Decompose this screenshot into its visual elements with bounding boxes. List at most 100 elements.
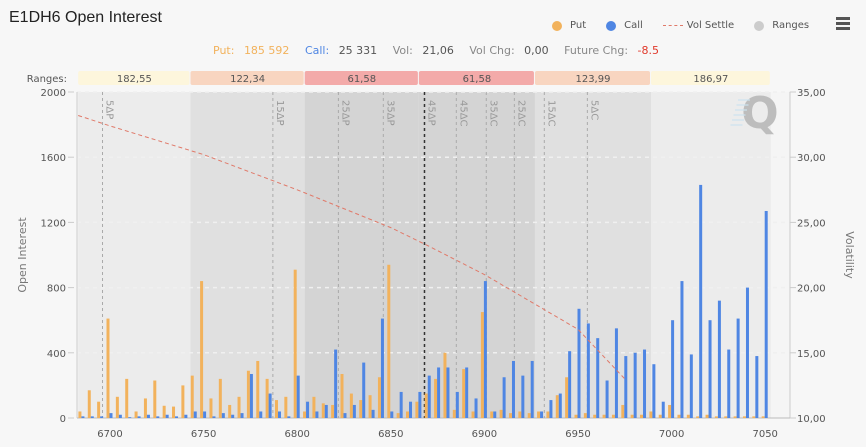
put-bar: [359, 400, 363, 418]
put-bar: [527, 413, 531, 418]
put-bar: [162, 405, 166, 418]
put-bar: [237, 396, 241, 418]
ranges-label: Ranges:: [27, 74, 67, 85]
call-bar: [315, 411, 319, 418]
y-tick-label: 400: [47, 349, 66, 360]
put-bar: [480, 312, 484, 418]
call-bar: [736, 318, 740, 418]
vol-change: Vol Chg: 0,00: [469, 44, 549, 57]
range-band: [78, 92, 191, 418]
range-value: 61,58: [463, 74, 492, 85]
call-bar: [643, 349, 647, 418]
call-bar: [193, 411, 197, 418]
put-bar: [368, 395, 372, 418]
x-tick-label: 6700: [97, 429, 122, 440]
legend-item-ranges[interactable]: Ranges: [754, 20, 809, 31]
call-bar: [521, 375, 525, 418]
put-bar: [724, 416, 728, 418]
call-bar: [717, 300, 721, 418]
hamburger-menu-icon[interactable]: [836, 17, 850, 30]
put-bar: [125, 378, 129, 418]
call-bar: [474, 398, 478, 418]
put-bar: [200, 281, 204, 418]
put-total: Put: 185 592: [213, 44, 290, 57]
put-bar: [555, 395, 559, 418]
call-bar: [165, 414, 169, 418]
delta-marker-label: 15ΔC: [545, 100, 556, 127]
call-bar: [128, 417, 132, 418]
put-bar: [218, 378, 222, 418]
put-bar: [537, 411, 541, 418]
put-bar: [153, 380, 157, 418]
range-header-cell: [418, 71, 534, 85]
put-bar: [611, 414, 615, 418]
vol-settle-line: [78, 114, 626, 380]
range-header-cell: [534, 71, 651, 85]
future-change: Future Chg: -8.5: [564, 44, 659, 57]
range-value: 182,55: [117, 74, 152, 85]
call-bar: [549, 400, 553, 418]
put-bar: [565, 377, 569, 418]
put-bar: [106, 318, 110, 418]
call-bar: [81, 416, 85, 418]
put-bar: [265, 378, 269, 418]
y-axis-title: Open Interest: [16, 217, 29, 293]
call-bar: [259, 411, 263, 418]
range-header-cell: [78, 71, 190, 85]
put-bar: [696, 416, 700, 418]
put-bar: [742, 416, 746, 418]
x-tick-label: 6750: [191, 429, 216, 440]
call-bar: [240, 413, 244, 418]
range-band: [534, 92, 652, 418]
put-bar: [396, 413, 400, 418]
range-header-cell: [304, 71, 418, 85]
put-bar: [593, 414, 597, 418]
range-value: 61,58: [347, 74, 376, 85]
legend-item-put[interactable]: Put: [552, 20, 586, 31]
y-tick-label: 1600: [41, 153, 66, 164]
call-bar: [184, 414, 188, 418]
legend-item-call[interactable]: Call: [606, 20, 643, 31]
put-bar: [452, 409, 456, 418]
call-bar: [231, 414, 235, 418]
range-band: [190, 92, 305, 418]
put-bar: [499, 409, 503, 418]
call-bar: [352, 404, 356, 418]
call-bar: [652, 364, 656, 418]
put-bar: [518, 411, 522, 418]
put-bar: [87, 390, 91, 418]
put-bar: [574, 414, 578, 418]
put-bar: [630, 414, 634, 418]
legend-label-put: Put: [570, 20, 587, 31]
q-logo-icon: Q: [741, 88, 778, 139]
call-total: Call: 25 331: [304, 44, 378, 57]
call-bar: [221, 413, 225, 418]
put-bar: [312, 396, 316, 418]
call-bar: [540, 411, 544, 418]
legend-item-vol-settle[interactable]: Vol Settle: [662, 20, 734, 31]
call-bar: [586, 323, 590, 418]
call-bar: [745, 287, 749, 418]
put-bar: [621, 404, 625, 418]
call-bar: [530, 360, 534, 418]
delta-marker-label: 35ΔC: [487, 100, 498, 127]
y-tick-label: 2000: [41, 88, 66, 99]
call-bar: [287, 416, 291, 418]
y2-tick-label: 25,00: [797, 218, 826, 229]
call-bar: [596, 338, 600, 418]
call-bar: [427, 375, 431, 418]
put-bar: [415, 401, 419, 418]
put-bar: [190, 375, 194, 418]
call-bar: [493, 411, 497, 418]
put-bar: [340, 373, 344, 418]
legend-label-ranges: Ranges: [772, 20, 810, 31]
call-bar: [577, 308, 581, 418]
call-bar: [455, 391, 459, 418]
delta-marker-label: 25ΔC: [515, 100, 526, 127]
call-bar: [118, 414, 122, 418]
call-bar: [755, 356, 759, 418]
call-bar: [343, 413, 347, 418]
call-bar: [727, 349, 731, 418]
call-bar: [146, 414, 150, 418]
put-dot-icon: [552, 20, 562, 31]
